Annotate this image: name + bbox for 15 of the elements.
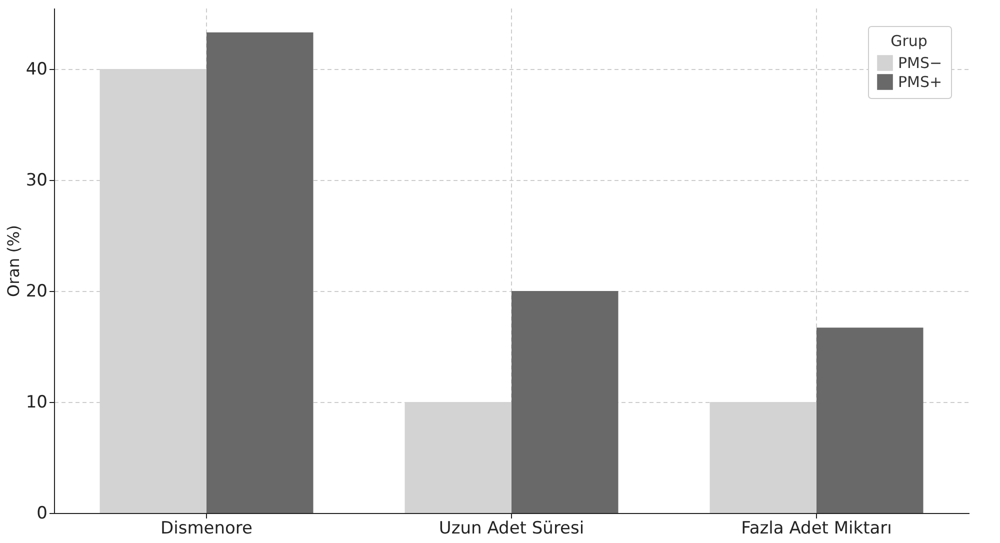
bar [512, 291, 618, 513]
y-tick-label: 10 [26, 392, 48, 413]
legend-label: PMS+ [898, 73, 942, 91]
x-tick-label: Uzun Adet Süresi [438, 518, 584, 538]
y-axis-title: Oran (%) [4, 225, 23, 297]
x-tick-label: Fazla Adet Miktarı [741, 518, 892, 538]
y-tick-label: 0 [36, 504, 48, 524]
y-tick-label: 20 [26, 282, 48, 302]
legend-label: PMS− [898, 54, 942, 72]
bar [816, 328, 924, 513]
x-tick-label: Dismenore [160, 518, 252, 538]
bar [206, 32, 314, 513]
legend-title: Grup [890, 32, 928, 50]
y-tick-label: 30 [26, 170, 48, 191]
y-tick-label: 40 [26, 60, 48, 80]
